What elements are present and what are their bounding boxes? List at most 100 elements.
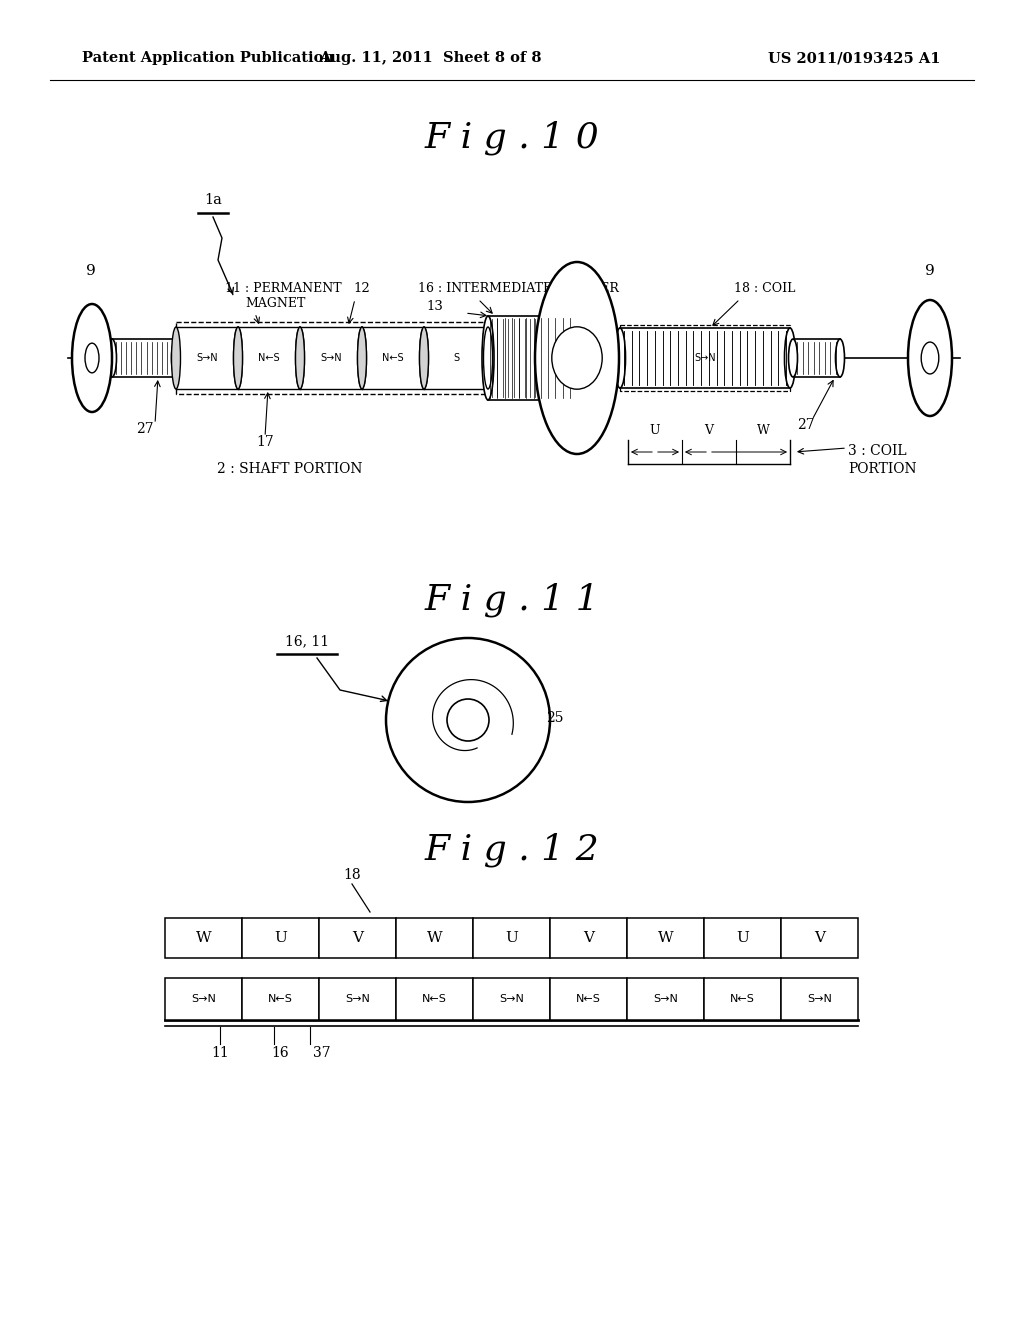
Text: Aug. 11, 2011  Sheet 8 of 8: Aug. 11, 2011 Sheet 8 of 8 [318,51,542,65]
Text: 27: 27 [136,422,154,436]
FancyBboxPatch shape [319,978,396,1020]
Text: 11 : PERMANENT: 11 : PERMANENT [225,282,342,294]
Ellipse shape [552,327,602,389]
Text: MAGNET: MAGNET [245,297,305,310]
Text: S→N: S→N [321,352,342,363]
Ellipse shape [784,327,796,388]
Text: 16 : INTERMEDIATE MEMBER: 16 : INTERMEDIATE MEMBER [418,282,618,294]
Text: 16: 16 [271,1045,289,1060]
FancyBboxPatch shape [424,327,488,389]
Ellipse shape [482,315,494,400]
FancyBboxPatch shape [165,917,242,958]
FancyBboxPatch shape [473,978,550,1020]
FancyBboxPatch shape [781,978,858,1020]
Text: S→N: S→N [499,994,524,1005]
Text: 18: 18 [343,869,360,882]
Text: S: S [453,352,459,363]
Text: PORTION: PORTION [848,462,916,477]
Text: W: W [757,424,769,437]
Ellipse shape [85,343,99,372]
Text: S→N: S→N [807,994,831,1005]
Text: N←S: N←S [730,994,755,1005]
FancyBboxPatch shape [300,327,362,389]
FancyBboxPatch shape [781,917,858,958]
Text: V: V [814,931,825,945]
Text: 9: 9 [86,264,96,279]
Text: F i g . 1 1: F i g . 1 1 [425,582,599,618]
Text: 16, 11: 16, 11 [285,634,329,648]
Ellipse shape [386,638,550,803]
FancyBboxPatch shape [627,978,705,1020]
Text: S→N: S→N [345,994,370,1005]
Text: W: W [657,931,674,945]
Text: 1a: 1a [204,193,222,207]
FancyBboxPatch shape [238,327,300,389]
Text: 3 : COIL: 3 : COIL [848,444,906,458]
Ellipse shape [108,339,117,378]
Ellipse shape [908,300,952,416]
Text: N←S: N←S [382,352,403,363]
Text: U: U [736,931,749,945]
Text: W: W [427,931,442,945]
Ellipse shape [296,327,304,389]
Text: 25: 25 [546,711,563,725]
Ellipse shape [233,327,243,389]
Ellipse shape [447,700,489,741]
FancyBboxPatch shape [793,339,840,378]
Text: W: W [196,931,211,945]
Ellipse shape [922,342,939,374]
Text: S→N: S→N [653,994,678,1005]
FancyBboxPatch shape [396,978,473,1020]
Text: S→N: S→N [694,352,716,363]
Text: U: U [274,931,287,945]
Ellipse shape [357,327,367,389]
FancyBboxPatch shape [242,978,319,1020]
Text: 9: 9 [925,264,935,279]
FancyBboxPatch shape [550,917,627,958]
Text: U: U [650,424,660,437]
Text: N←S: N←S [577,994,601,1005]
Text: F i g . 1 0: F i g . 1 0 [425,120,599,156]
FancyBboxPatch shape [488,315,572,400]
Text: 11: 11 [211,1045,229,1060]
Ellipse shape [566,315,578,400]
FancyBboxPatch shape [176,327,238,389]
FancyBboxPatch shape [705,917,781,958]
Ellipse shape [836,339,845,378]
FancyBboxPatch shape [473,917,550,958]
FancyBboxPatch shape [242,917,319,958]
FancyBboxPatch shape [112,339,176,378]
Text: 18 : COIL: 18 : COIL [734,282,796,294]
Text: 17: 17 [256,436,273,449]
Text: 37: 37 [313,1045,331,1060]
FancyBboxPatch shape [705,978,781,1020]
FancyBboxPatch shape [620,327,790,388]
Ellipse shape [296,327,304,389]
FancyBboxPatch shape [550,978,627,1020]
Text: 2 : SHAFT PORTION: 2 : SHAFT PORTION [217,462,362,477]
Text: N←S: N←S [258,352,280,363]
Ellipse shape [171,327,180,389]
Ellipse shape [535,261,618,454]
Ellipse shape [614,327,626,388]
Ellipse shape [72,304,112,412]
FancyBboxPatch shape [319,917,396,958]
Text: V: V [352,931,362,945]
Text: V: V [583,931,594,945]
Text: S→N: S→N [197,352,218,363]
Ellipse shape [171,339,180,378]
Text: 13: 13 [427,300,443,313]
FancyBboxPatch shape [362,327,424,389]
Ellipse shape [420,327,428,389]
Text: N←S: N←S [422,994,446,1005]
Ellipse shape [788,339,798,378]
Ellipse shape [233,327,243,389]
Text: Patent Application Publication: Patent Application Publication [82,51,334,65]
Text: V: V [705,424,714,437]
Ellipse shape [357,327,367,389]
Text: 27: 27 [798,418,815,432]
Text: 12: 12 [353,282,371,294]
Text: US 2011/0193425 A1: US 2011/0193425 A1 [768,51,940,65]
FancyBboxPatch shape [627,917,705,958]
Text: N←S: N←S [268,994,293,1005]
